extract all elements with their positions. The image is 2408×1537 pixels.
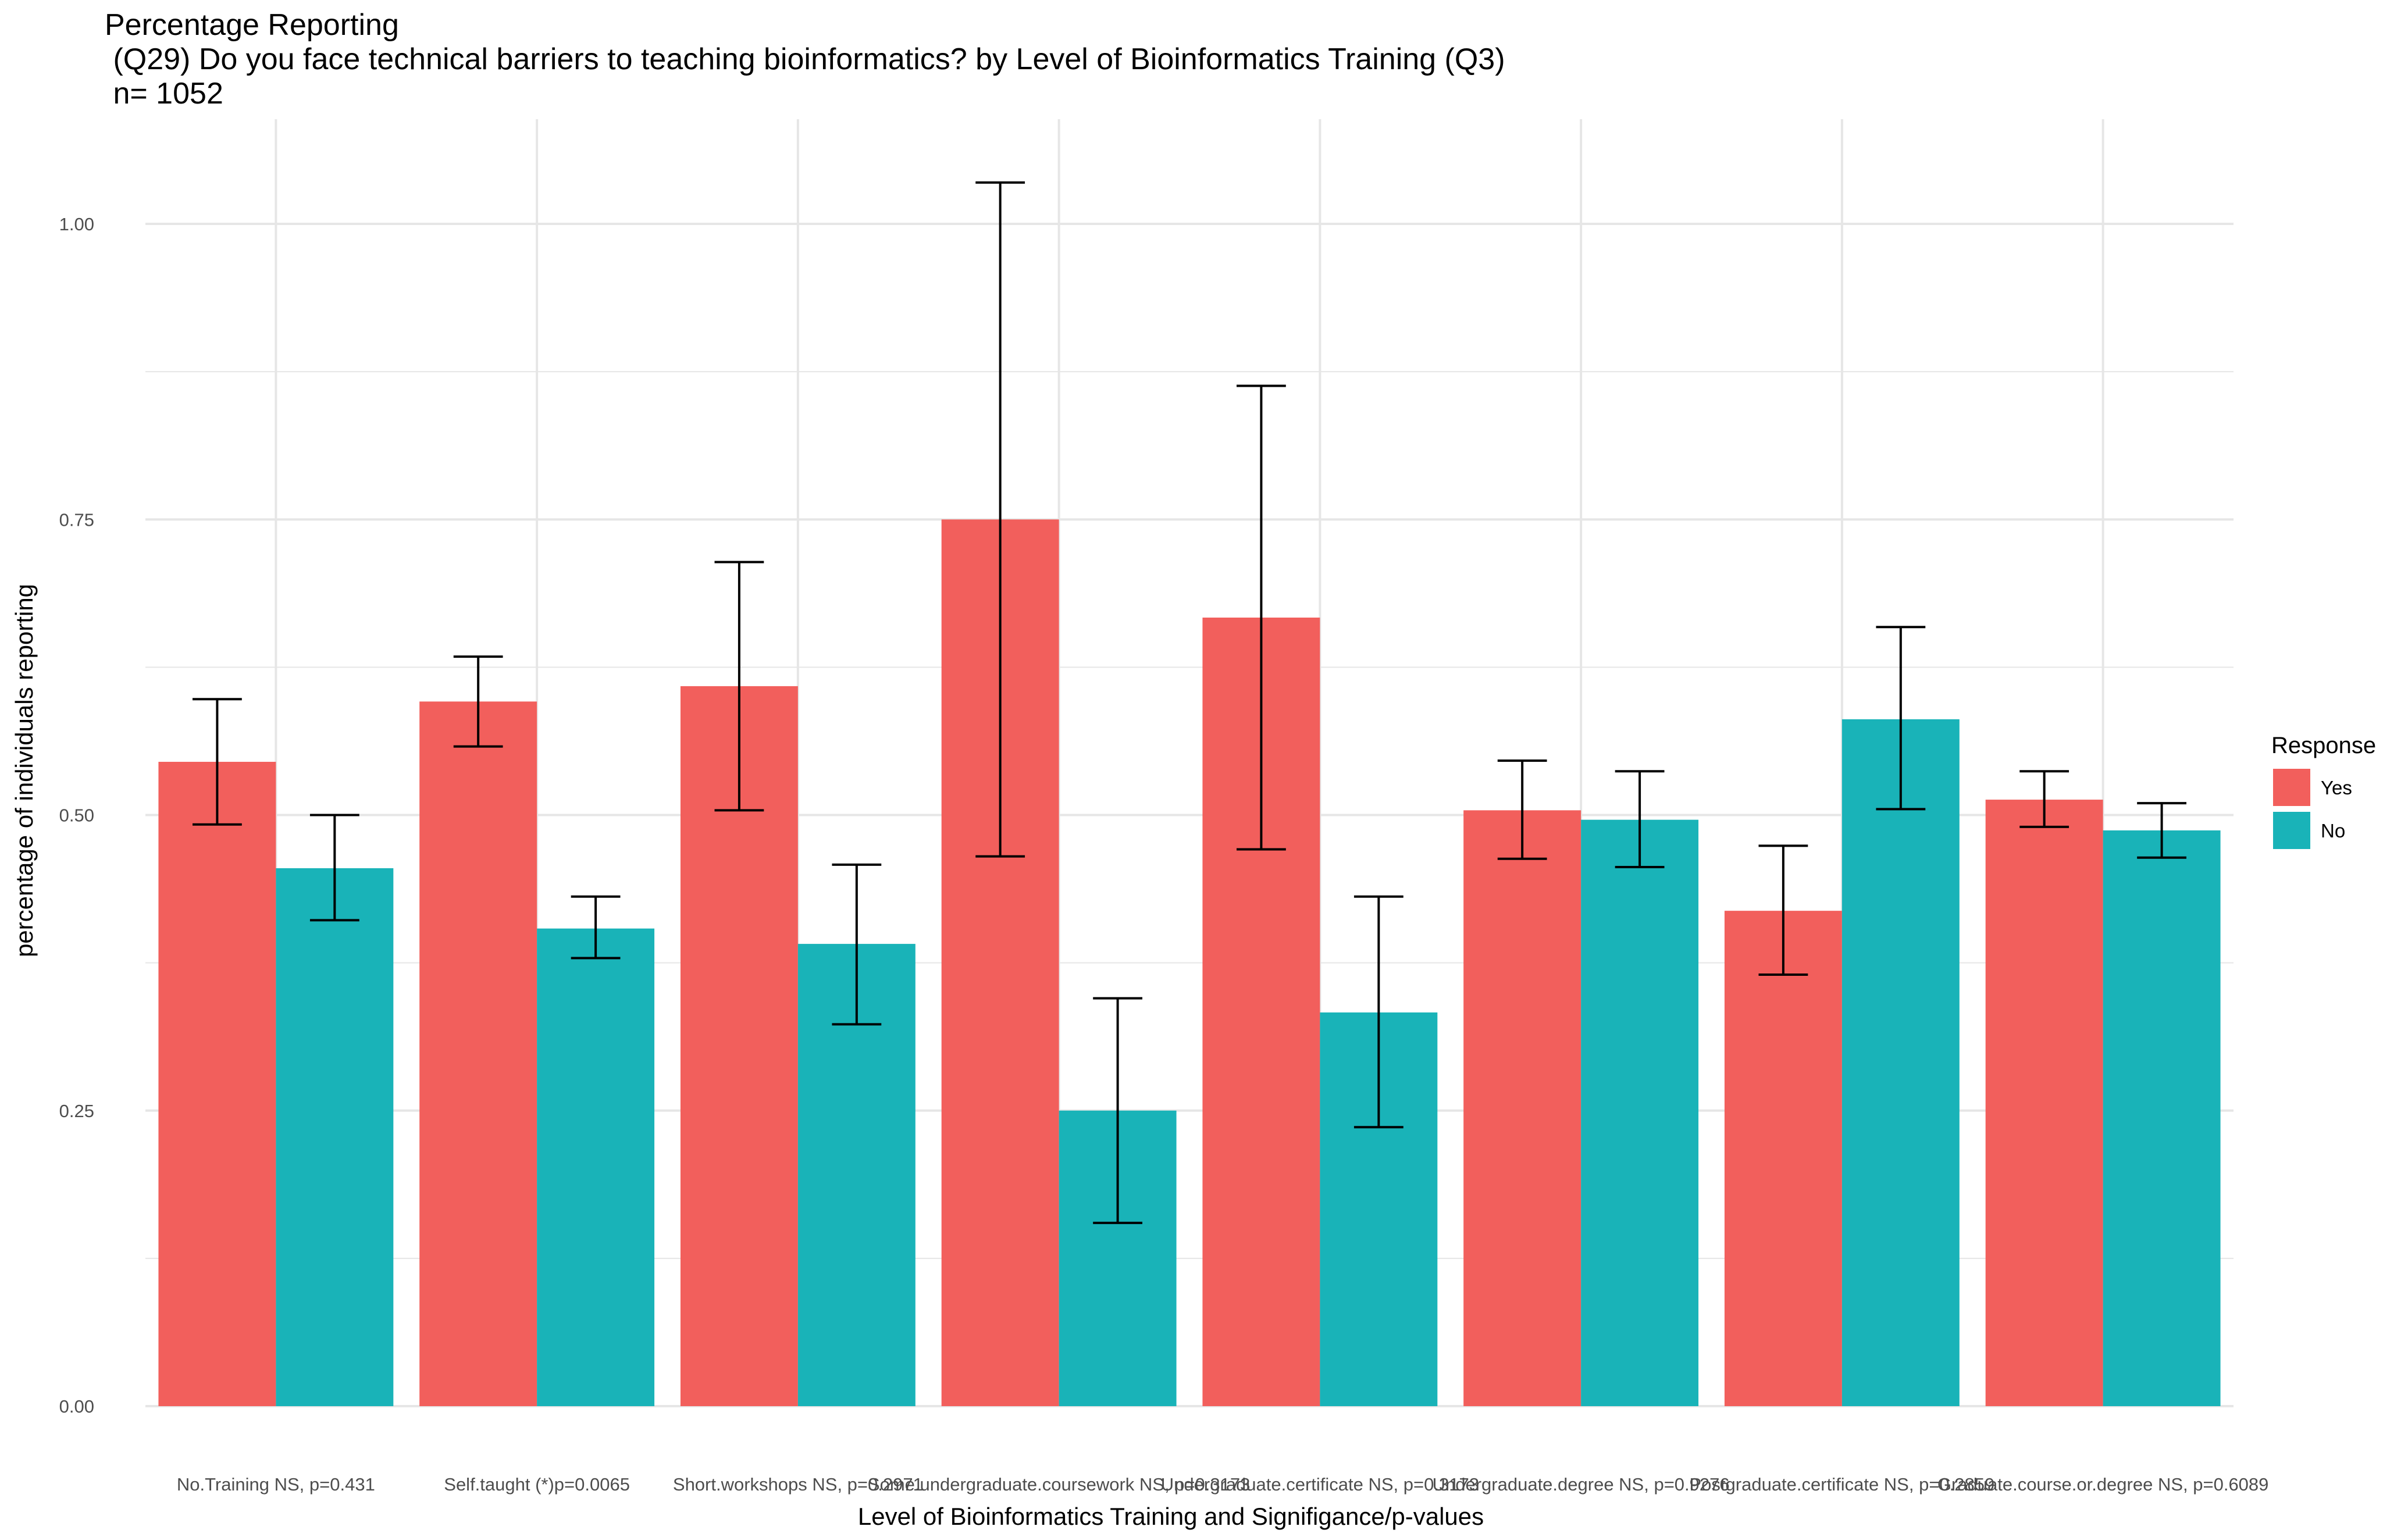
error-bar-yes xyxy=(714,561,764,812)
error-bar-no xyxy=(1876,626,1926,811)
bar-yes xyxy=(158,762,276,1406)
x-axis-title: Level of Bioinformatics Training and Sig… xyxy=(858,1503,1484,1530)
x-tick-label: No.Training NS, p=0.431 xyxy=(177,1474,375,1495)
x-axis-ticks: No.Training NS, p=0.431 Self.taught (*)p=… xyxy=(177,1474,2269,1495)
y-axis-title: percentage of individuals reporting xyxy=(10,584,38,957)
x-tick-label: Self.taught (*)p=0.0065 xyxy=(444,1474,630,1495)
error-bar-no xyxy=(2137,802,2187,859)
legend-swatch-yes xyxy=(2273,769,2310,806)
x-tick-label: Undergraduate.degree NS, p=0.9276 xyxy=(1433,1474,1730,1495)
error-bar-yes xyxy=(2019,770,2069,828)
x-tick-label: Undergraduate.certificate NS, p=0.3173 xyxy=(1161,1474,1479,1495)
legend-title: Response xyxy=(2271,733,2376,758)
bars xyxy=(158,519,2221,1406)
error-bar-no xyxy=(309,814,359,922)
y-axis-ticks: 0.00 0.25 0.50 0.75 1.00 xyxy=(59,214,94,1417)
chart-sample-size: n= 1052 xyxy=(105,77,223,110)
error-bar-yes xyxy=(1758,844,1808,976)
bar-yes xyxy=(1724,911,1842,1406)
y-tick-label: 0.50 xyxy=(59,805,94,826)
bar-yes xyxy=(1463,810,1581,1406)
error-bar-yes xyxy=(975,181,1025,858)
error-bar-no xyxy=(571,895,621,960)
x-tick-label: Some.undergraduate.coursework NS, p=0.31… xyxy=(868,1474,1250,1495)
x-tick-label: Postgraduate.certificate NS, p=0.2859 xyxy=(1690,1474,1995,1495)
error-bar-yes xyxy=(453,655,503,748)
chart-subtitle: (Q29) Do you face technical barriers to … xyxy=(105,42,1505,76)
x-tick-label: Graduate.course.or.degree NS, p=0.6089 xyxy=(1937,1474,2269,1495)
error-bar-no xyxy=(1615,770,1665,868)
chart-title: Percentage Reporting xyxy=(105,8,399,42)
bar-yes xyxy=(1985,800,2103,1406)
error-bar-yes xyxy=(1497,759,1547,860)
error-bars xyxy=(192,181,2187,1224)
y-tick-label: 0.00 xyxy=(59,1396,94,1417)
bar-no xyxy=(2103,830,2221,1406)
legend-label-yes: Yes xyxy=(2321,777,2352,798)
y-tick-label: 0.25 xyxy=(59,1101,94,1121)
bar-no xyxy=(1841,719,1960,1406)
y-tick-label: 0.75 xyxy=(59,509,94,530)
legend: Response Yes No xyxy=(2271,733,2376,849)
legend-label-no: No xyxy=(2321,820,2345,841)
error-bar-yes xyxy=(192,698,242,826)
legend-swatch-no xyxy=(2273,812,2310,849)
error-bar-no xyxy=(1093,997,1143,1224)
error-bar-no xyxy=(1353,895,1404,1129)
bar-yes xyxy=(419,701,537,1406)
x-tick-label: Short.workshops NS, p=0.2971 xyxy=(673,1474,923,1495)
bar-no xyxy=(276,868,394,1406)
bar-no xyxy=(537,928,655,1406)
y-tick-label: 1.00 xyxy=(59,214,94,234)
error-bar-no xyxy=(832,863,882,1026)
error-bar-yes xyxy=(1236,384,1286,851)
bar-no xyxy=(1581,819,1699,1406)
